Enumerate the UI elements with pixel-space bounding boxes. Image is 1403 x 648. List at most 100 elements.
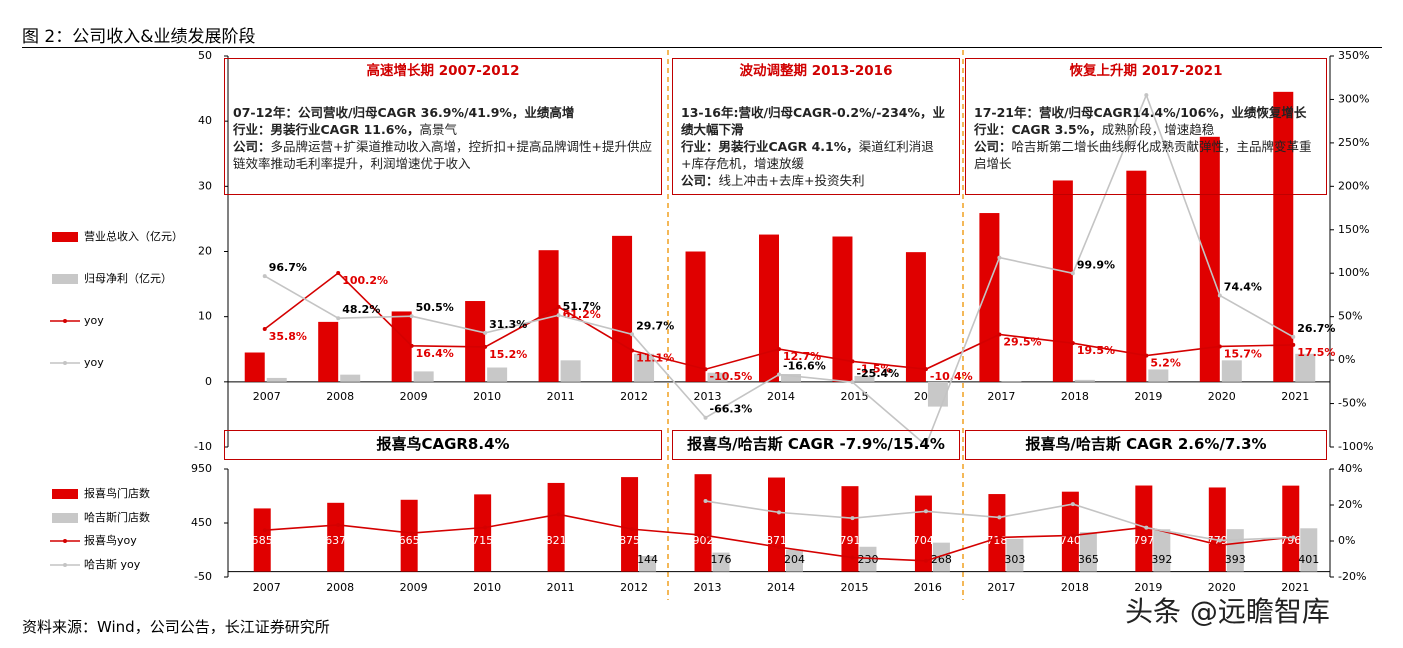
period-line: 公司：线上冲击+去库+投资失利 bbox=[681, 172, 951, 189]
x-tick-label: 2018 bbox=[1061, 581, 1089, 594]
x-tick-label: 2012 bbox=[620, 390, 648, 403]
legend-label: yoy bbox=[84, 314, 104, 327]
y-tick-label: 450 bbox=[191, 516, 212, 529]
x-tick-label: 2020 bbox=[1208, 390, 1236, 403]
period-line: 公司：哈吉斯第二增长曲线孵化成熟贡献弹性，主品牌变革重启增长 bbox=[974, 138, 1318, 172]
legend-label: 哈吉斯 yoy bbox=[84, 558, 141, 571]
period-line-bold: 公司： bbox=[233, 139, 271, 154]
data-label: 12.7% bbox=[783, 350, 821, 363]
data-label: 11.1% bbox=[636, 351, 674, 364]
data-label: -66.3% bbox=[710, 403, 753, 416]
data-label: 16.4% bbox=[416, 347, 454, 360]
x-tick-label: 2021 bbox=[1281, 390, 1309, 403]
bar-label: 392 bbox=[1151, 553, 1172, 566]
x-tick-label: 2007 bbox=[253, 581, 281, 594]
x-tick-label: 2013 bbox=[694, 581, 722, 594]
line-point bbox=[409, 343, 414, 348]
period-line: 行业：男装行业CAGR 4.1%，渠道红利消退+库存危机，增速放缓 bbox=[681, 138, 951, 172]
bar bbox=[859, 546, 877, 572]
bar-label: 715 bbox=[472, 534, 493, 547]
y2-tick-label: 200% bbox=[1338, 179, 1369, 192]
line-point bbox=[262, 327, 267, 332]
data-label: 50.5% bbox=[416, 301, 454, 314]
data-label: 100.2% bbox=[342, 274, 388, 287]
bar bbox=[639, 556, 657, 572]
legend-label: 营业总收入（亿元） bbox=[84, 229, 183, 243]
line-point bbox=[556, 304, 561, 309]
period-line-text: 成熟阶段，增速趋稳 bbox=[1101, 122, 1215, 137]
y2-tick-label: 100% bbox=[1338, 266, 1369, 279]
line-point bbox=[997, 515, 1002, 520]
line-point bbox=[630, 332, 635, 337]
bar-label: 268 bbox=[931, 553, 952, 566]
legend-swatch bbox=[52, 274, 78, 284]
bar-label: 393 bbox=[1225, 553, 1246, 566]
line-point bbox=[262, 274, 267, 279]
bar-label: 871 bbox=[766, 534, 787, 547]
legend-label: 归母净利（亿元） bbox=[84, 271, 172, 285]
y2-tick-label: 0% bbox=[1338, 353, 1355, 366]
period-box: 恢复上升期 2017-2021 17-21年：营收/归母CAGR14.4%/106… bbox=[965, 58, 1327, 195]
x-tick-label: 2021 bbox=[1281, 581, 1309, 594]
x-tick-label: 2013 bbox=[694, 390, 722, 403]
line-point bbox=[850, 555, 855, 560]
line-point bbox=[703, 533, 708, 538]
bar bbox=[759, 234, 779, 382]
line-point bbox=[1070, 271, 1075, 276]
bar bbox=[465, 301, 486, 382]
bar bbox=[327, 502, 345, 572]
bar bbox=[1052, 180, 1073, 382]
bar bbox=[1126, 170, 1147, 382]
y-tick-label: 20 bbox=[198, 245, 212, 258]
bar-label: 204 bbox=[784, 553, 805, 566]
y2-tick-label: 300% bbox=[1338, 92, 1369, 105]
data-label: 48.2% bbox=[342, 303, 380, 316]
legend-label: 报喜鸟门店数 bbox=[84, 486, 150, 500]
x-tick-label: 2014 bbox=[767, 390, 795, 403]
data-label: -25.4% bbox=[856, 367, 899, 380]
period-line: 13-16年:营收/归母CAGR-0.2%/-234%，业绩大幅下滑 bbox=[681, 104, 951, 138]
y2-tick-label: 50% bbox=[1338, 310, 1362, 323]
line-point bbox=[777, 347, 781, 352]
bar bbox=[781, 374, 801, 382]
bar-label: 875 bbox=[619, 534, 640, 547]
data-label: -10.5% bbox=[710, 370, 753, 383]
period-line-bold: 公司： bbox=[681, 173, 719, 188]
line-point bbox=[409, 531, 414, 536]
bar bbox=[547, 482, 565, 572]
period-line-bold: 行业：CAGR 3.5%， bbox=[974, 122, 1102, 137]
bar bbox=[1300, 528, 1318, 572]
bar bbox=[1135, 485, 1153, 572]
line-point bbox=[1291, 334, 1296, 339]
x-tick-label: 2008 bbox=[326, 390, 354, 403]
line-point bbox=[1070, 533, 1075, 538]
bar bbox=[786, 549, 803, 572]
bar bbox=[244, 352, 265, 382]
bar bbox=[340, 374, 361, 382]
x-tick-label: 2009 bbox=[400, 390, 428, 403]
bar bbox=[1001, 381, 1022, 382]
line-point bbox=[777, 372, 781, 377]
bar-label: 144 bbox=[637, 553, 658, 566]
period-line-bold: 行业：男装行业CAGR 4.1%， bbox=[681, 139, 859, 154]
line-point bbox=[777, 545, 781, 550]
data-label: 15.7% bbox=[1224, 347, 1262, 360]
line-point bbox=[336, 316, 341, 321]
line-point bbox=[409, 314, 414, 319]
bar-label: 902 bbox=[693, 534, 714, 547]
data-label: 74.4% bbox=[1224, 280, 1262, 293]
line-point bbox=[1144, 525, 1149, 530]
bar bbox=[832, 236, 853, 382]
bar bbox=[927, 381, 948, 407]
bar-label: 585 bbox=[252, 534, 273, 547]
legend-label: 哈吉斯门店数 bbox=[84, 510, 150, 524]
line-point bbox=[262, 528, 267, 533]
y-tick-label: 10 bbox=[198, 310, 212, 323]
line-point bbox=[1070, 502, 1075, 507]
data-label: -1.5% bbox=[856, 362, 891, 375]
line-point bbox=[1217, 543, 1222, 548]
legend-swatch bbox=[52, 489, 78, 499]
line-point bbox=[1217, 293, 1222, 298]
bar bbox=[634, 353, 655, 382]
line-point bbox=[1070, 341, 1075, 346]
